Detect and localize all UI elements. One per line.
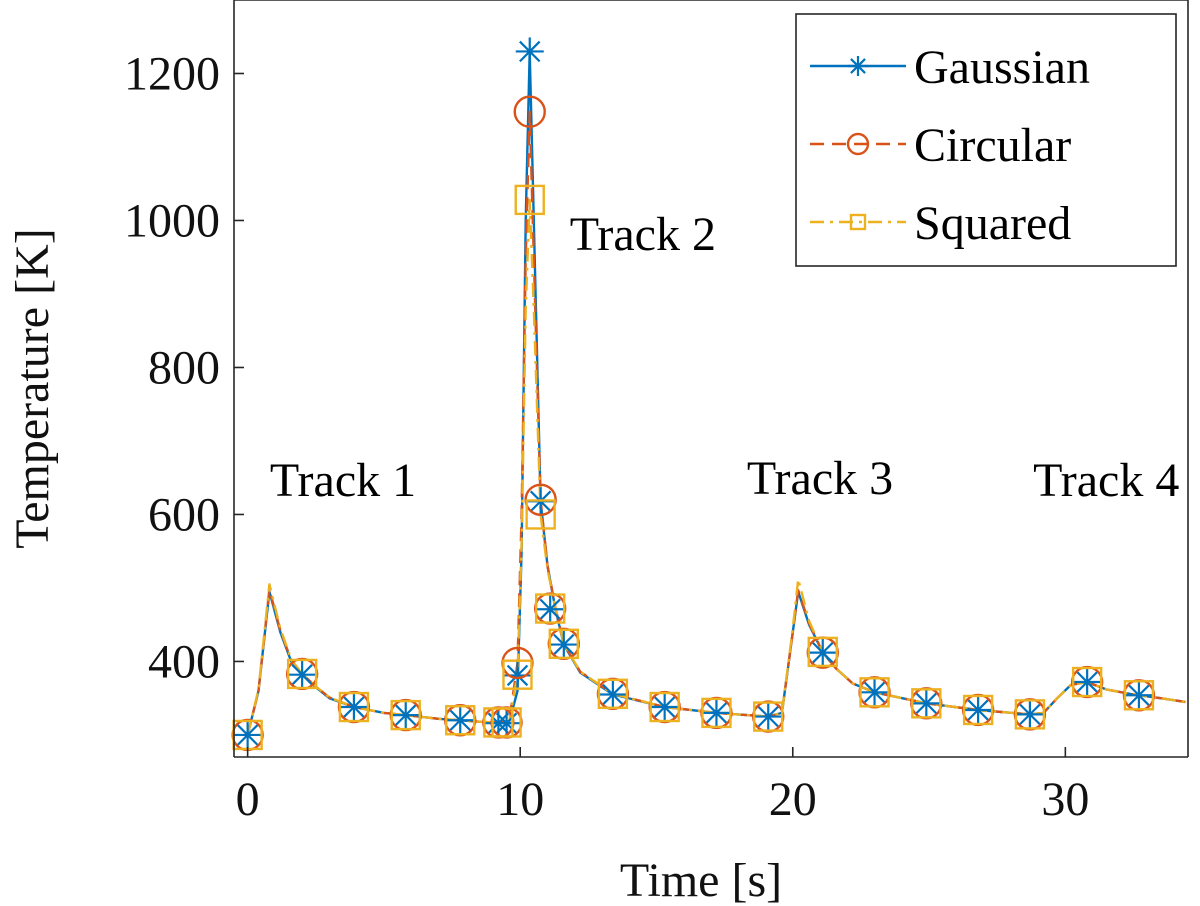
data-point [649, 691, 680, 723]
data-point [446, 706, 475, 735]
data-point [515, 37, 544, 66]
data-point [525, 499, 556, 530]
legend-label: Circular [914, 119, 1071, 172]
data-point [233, 720, 262, 749]
axes: 0 10 20 30 400 600 800 1000 1200 Time [s] Temperat… [6, 0, 1189, 906]
legend-marker [849, 213, 867, 231]
legend-marker [848, 56, 868, 76]
annotations: Track 1 Track 2 Track 3 Track 4 [270, 208, 1179, 507]
data-point [753, 701, 784, 732]
data-point [514, 184, 545, 216]
track-label: Track 4 [1033, 454, 1179, 507]
data-point [286, 658, 318, 690]
plot-area [231, 37, 1186, 752]
x-tick-label: 20 [769, 773, 817, 826]
data-point [390, 699, 421, 731]
x-tick-label: 10 [496, 773, 544, 826]
data-point [288, 660, 317, 689]
data-point [391, 701, 420, 730]
y-tick-label: 400 [148, 635, 220, 688]
data-point [808, 638, 837, 667]
y-tick-label: 1200 [124, 47, 220, 100]
x-tick-label: 0 [236, 773, 260, 826]
data-point [1014, 699, 1046, 730]
legend-marker [846, 132, 870, 156]
data-point [701, 697, 732, 729]
y-tick-label: 1000 [124, 194, 220, 247]
data-point [807, 636, 838, 668]
track-label: Track 1 [270, 454, 416, 507]
y-axis-label: Temperature [K] [6, 228, 59, 548]
legend-entry-squared: Squared [810, 197, 1071, 250]
data-point [598, 680, 627, 709]
data-point [1071, 666, 1103, 698]
data-point [1123, 680, 1155, 711]
data-point [491, 707, 522, 738]
data-point [962, 694, 994, 726]
data-point [549, 630, 578, 659]
data-point [536, 595, 565, 624]
data-point [1073, 668, 1102, 697]
data-point [502, 659, 533, 690]
legend-box [795, 13, 1177, 267]
data-point [860, 678, 889, 707]
data-point [445, 705, 476, 736]
series-markers-squared [232, 184, 1155, 751]
x-tick-label: 30 [1041, 773, 1089, 826]
data-point [534, 593, 566, 624]
track-label: Track 3 [747, 452, 893, 505]
y-tick-label: 600 [148, 488, 220, 541]
data-point [911, 688, 942, 719]
data-point [650, 693, 679, 722]
y-tick-label: 800 [148, 341, 220, 394]
legend: Gaussian Circular Squared [795, 13, 1177, 267]
data-point [597, 678, 629, 709]
legend-label: Squared [914, 197, 1071, 250]
data-point [338, 691, 370, 723]
data-point [1015, 700, 1044, 729]
data-point [1124, 681, 1153, 710]
data-point [702, 698, 731, 727]
x-axis-label: Time [s] [620, 854, 782, 906]
legend-label: Gaussian [914, 41, 1090, 94]
data-point [859, 677, 890, 708]
legend-entry-circular: Circular [810, 119, 1071, 172]
data-point [912, 689, 941, 718]
data-point [548, 628, 580, 660]
data-point [513, 95, 546, 128]
data-point [964, 695, 993, 724]
data-point [754, 702, 783, 731]
legend-entry-gaussian: Gaussian [810, 41, 1090, 94]
data-point [339, 693, 368, 722]
track-label: Track 2 [570, 208, 716, 261]
